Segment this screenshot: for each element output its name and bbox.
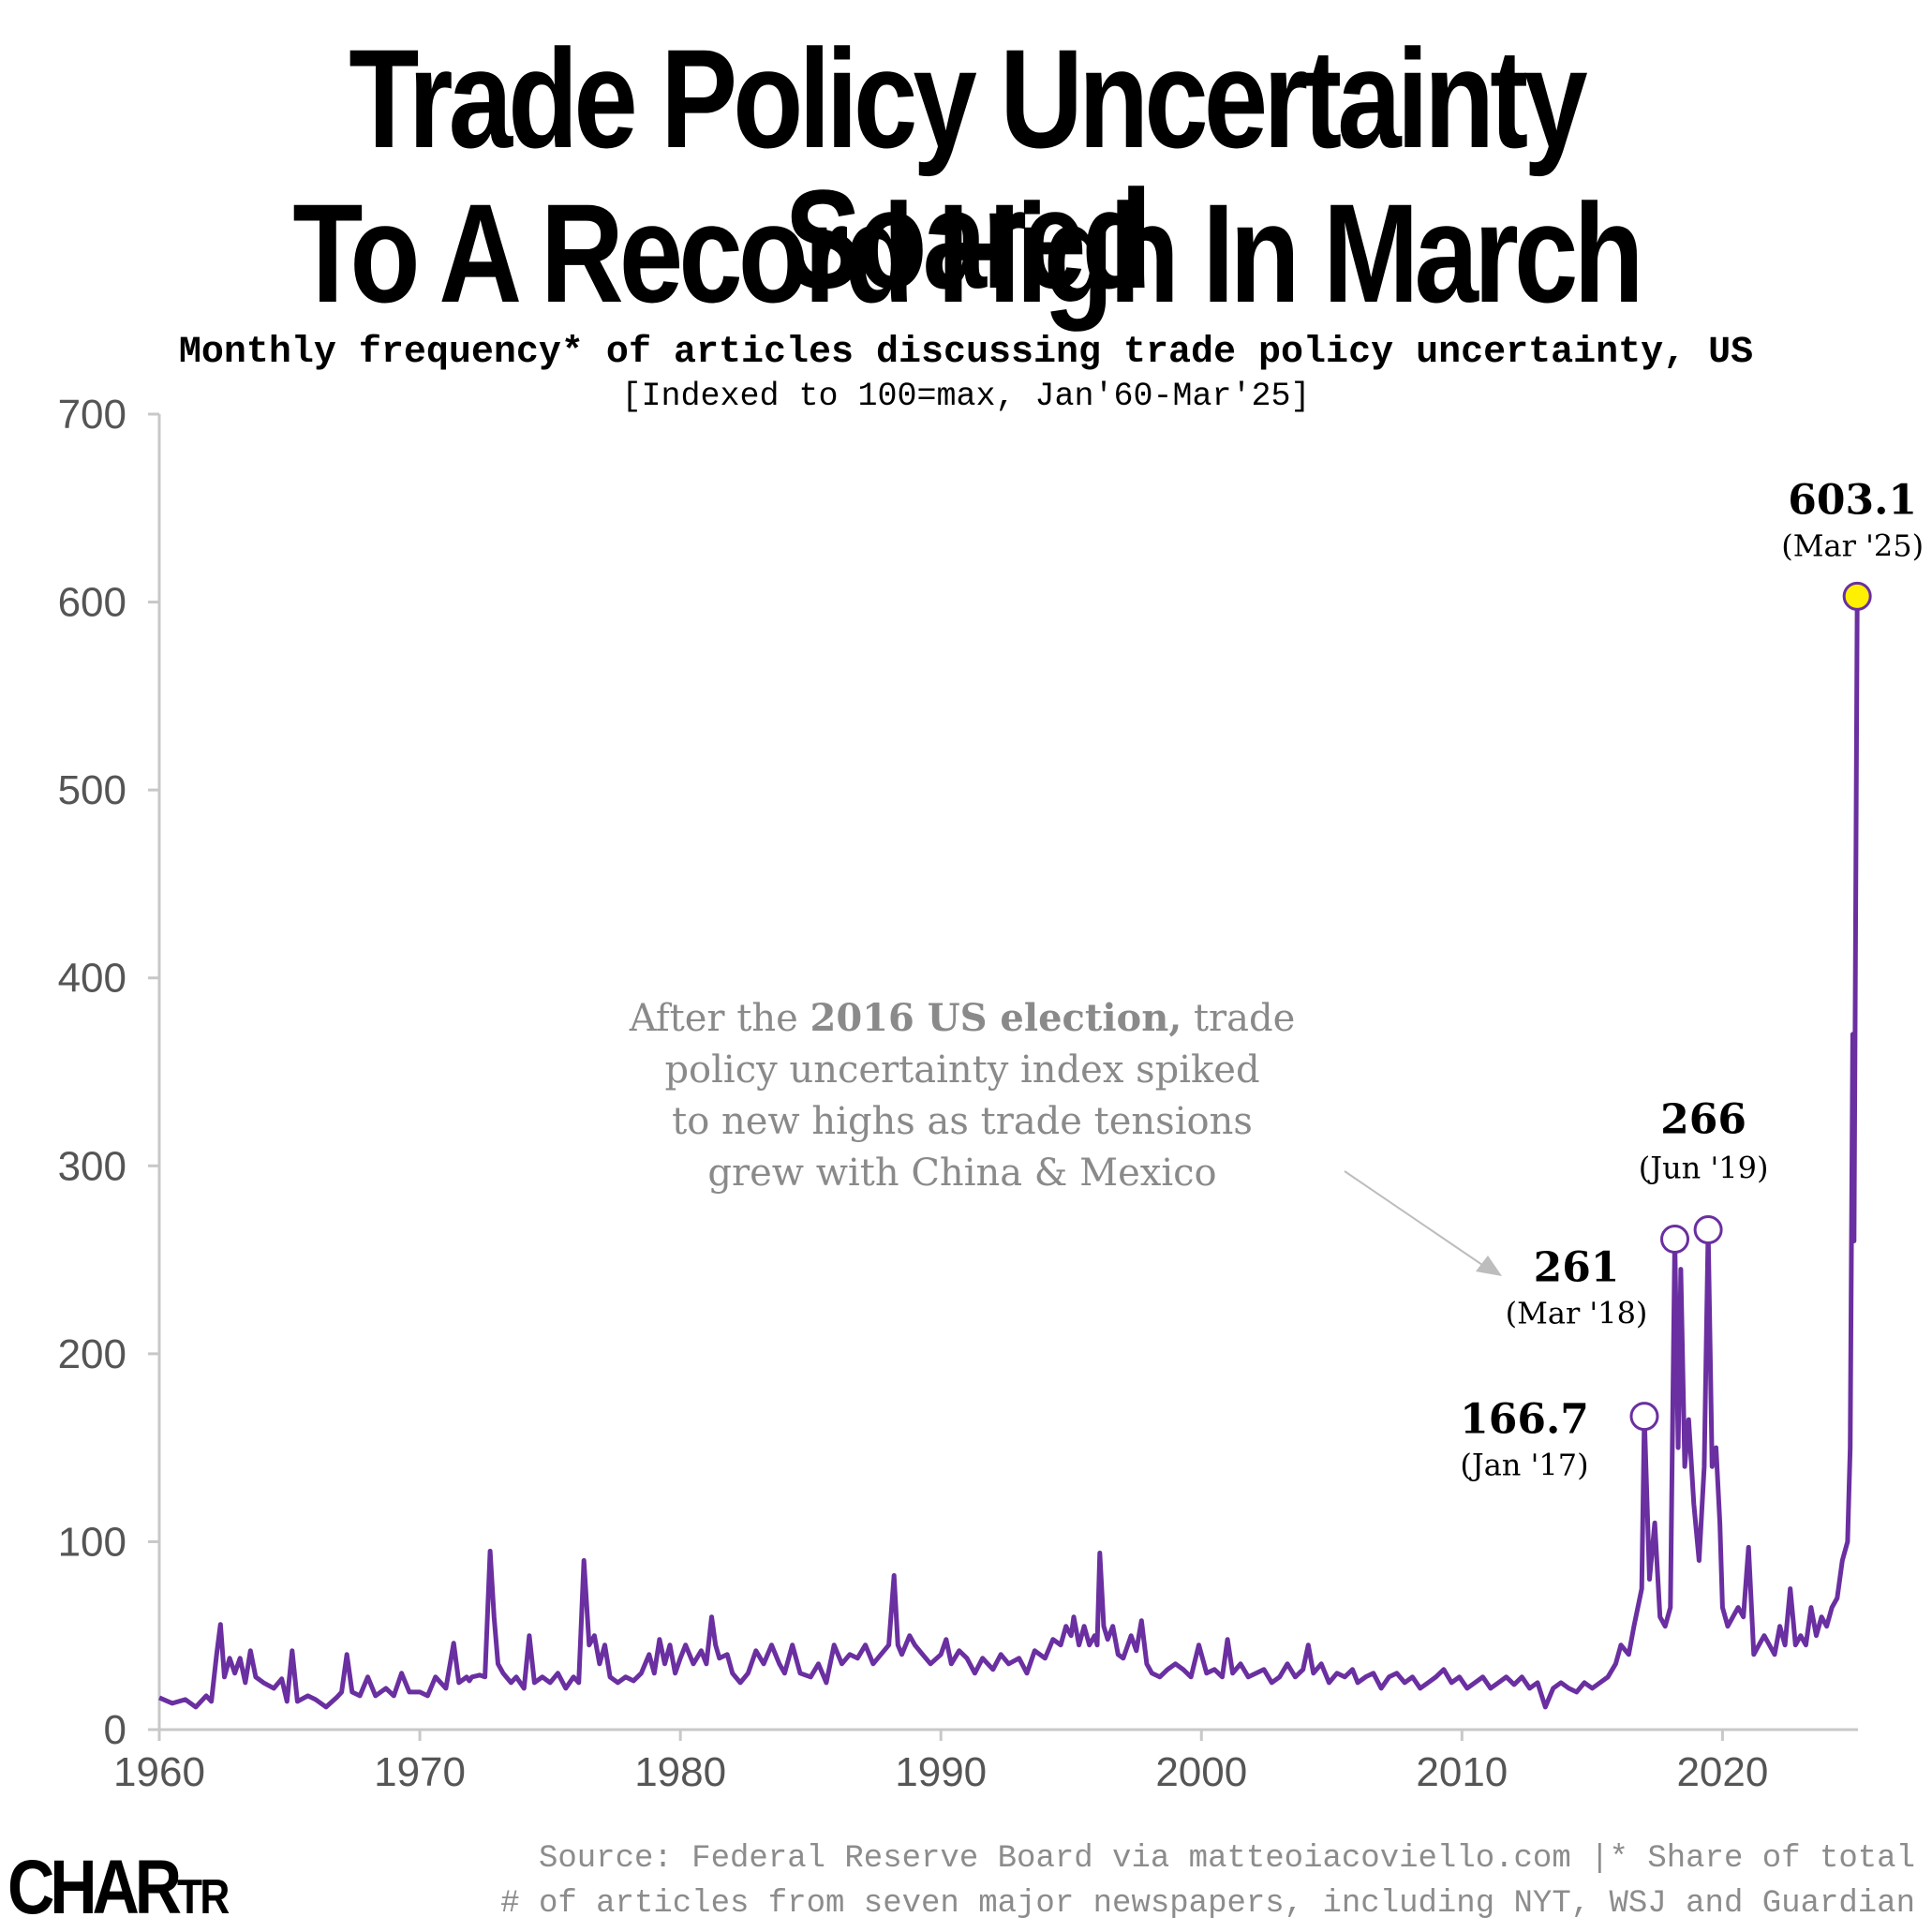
annotation-arrow-line (1344, 1170, 1486, 1268)
series-line (158, 596, 1860, 1710)
logo-tail-text: TR (176, 1870, 230, 1925)
highlight-date-label: (Jan '17) (1460, 1448, 1588, 1483)
highlight-marks: 166.7 (Jan '17) 261 (Mar '18) 266 (Jun '19) 60… (1460, 476, 1924, 1482)
series-group (158, 596, 1860, 1710)
highlight-value-label: 261 (1534, 1244, 1620, 1292)
y-tick-label: 400 (58, 956, 126, 1002)
highlight-value-label: 266 (1660, 1095, 1746, 1143)
y-tick-label: 200 (58, 1331, 126, 1377)
y-tick-label: 500 (58, 767, 126, 813)
highlight-marker (1693, 1214, 1723, 1244)
y-tick-label: 0 (104, 1707, 126, 1753)
chart-subtitle: Monthly frequency* of articles discussin… (178, 332, 1754, 374)
highlight-value-label: 603.1 (1788, 476, 1917, 524)
highlight-marker (1842, 581, 1872, 611)
x-tick-label: 2010 (1416, 1749, 1508, 1795)
highlight-marker (1660, 1225, 1690, 1255)
annotation-line-3: to new highs as trade tensions (672, 1100, 1253, 1143)
annotation-line-2: policy uncertainty index spiked (664, 1048, 1259, 1092)
x-tick-label: 1970 (374, 1749, 466, 1795)
x-tick-label: 2000 (1155, 1749, 1247, 1795)
annotation-line-1-post: trade (1181, 997, 1295, 1040)
x-tick-label: 1980 (634, 1749, 726, 1795)
annotation-group: After the 2016 US election, trade policy… (629, 996, 1502, 1276)
chart-axes: 0 100 200 300 400 500 600 700 1960 1970 1980 1990 20… (58, 392, 1858, 1795)
source-note-line-2: # of articles from seven major newspaper… (500, 1886, 1915, 1922)
annotation-arrow-head (1476, 1256, 1502, 1276)
x-tick-label: 1960 (113, 1749, 205, 1795)
highlight-date-label: (Mar '25) (1781, 528, 1924, 563)
chart-title-line-1: Trade Policy Uncertainty Soared (349, 20, 1587, 318)
chart-title-line-2: To A Record High In March (292, 174, 1643, 332)
y-tick-label: 600 (58, 580, 126, 626)
chartr-logo: CHARTR (7, 1844, 230, 1932)
y-tick-label: 700 (58, 392, 126, 438)
annotation-line-1: After the 2016 US election, trade (629, 996, 1296, 1040)
annotation-line-1-pre: After the (629, 997, 810, 1040)
logo-main-text: CHAR (7, 1845, 182, 1930)
source-note-line-1: Source: Federal Reserve Board via matteo… (538, 1841, 1915, 1877)
x-tick-label: 2020 (1676, 1749, 1768, 1795)
chart-subtitle-index-note: [Indexed to 100=max, Jan'60-Mar'25] (621, 378, 1311, 415)
highlight-marker (1629, 1402, 1659, 1432)
y-tick-label: 300 (58, 1143, 126, 1189)
annotation-line-1-bold: 2016 US election, (810, 996, 1181, 1040)
highlight-date-label: (Jun '19) (1639, 1150, 1769, 1185)
x-tick-label: 1990 (895, 1749, 987, 1795)
y-tick-label: 100 (58, 1519, 126, 1565)
highlight-date-label: (Mar '18) (1506, 1296, 1648, 1331)
annotation-line-4: grew with China & Mexico (707, 1152, 1216, 1195)
highlight-value-label: 166.7 (1460, 1396, 1589, 1444)
